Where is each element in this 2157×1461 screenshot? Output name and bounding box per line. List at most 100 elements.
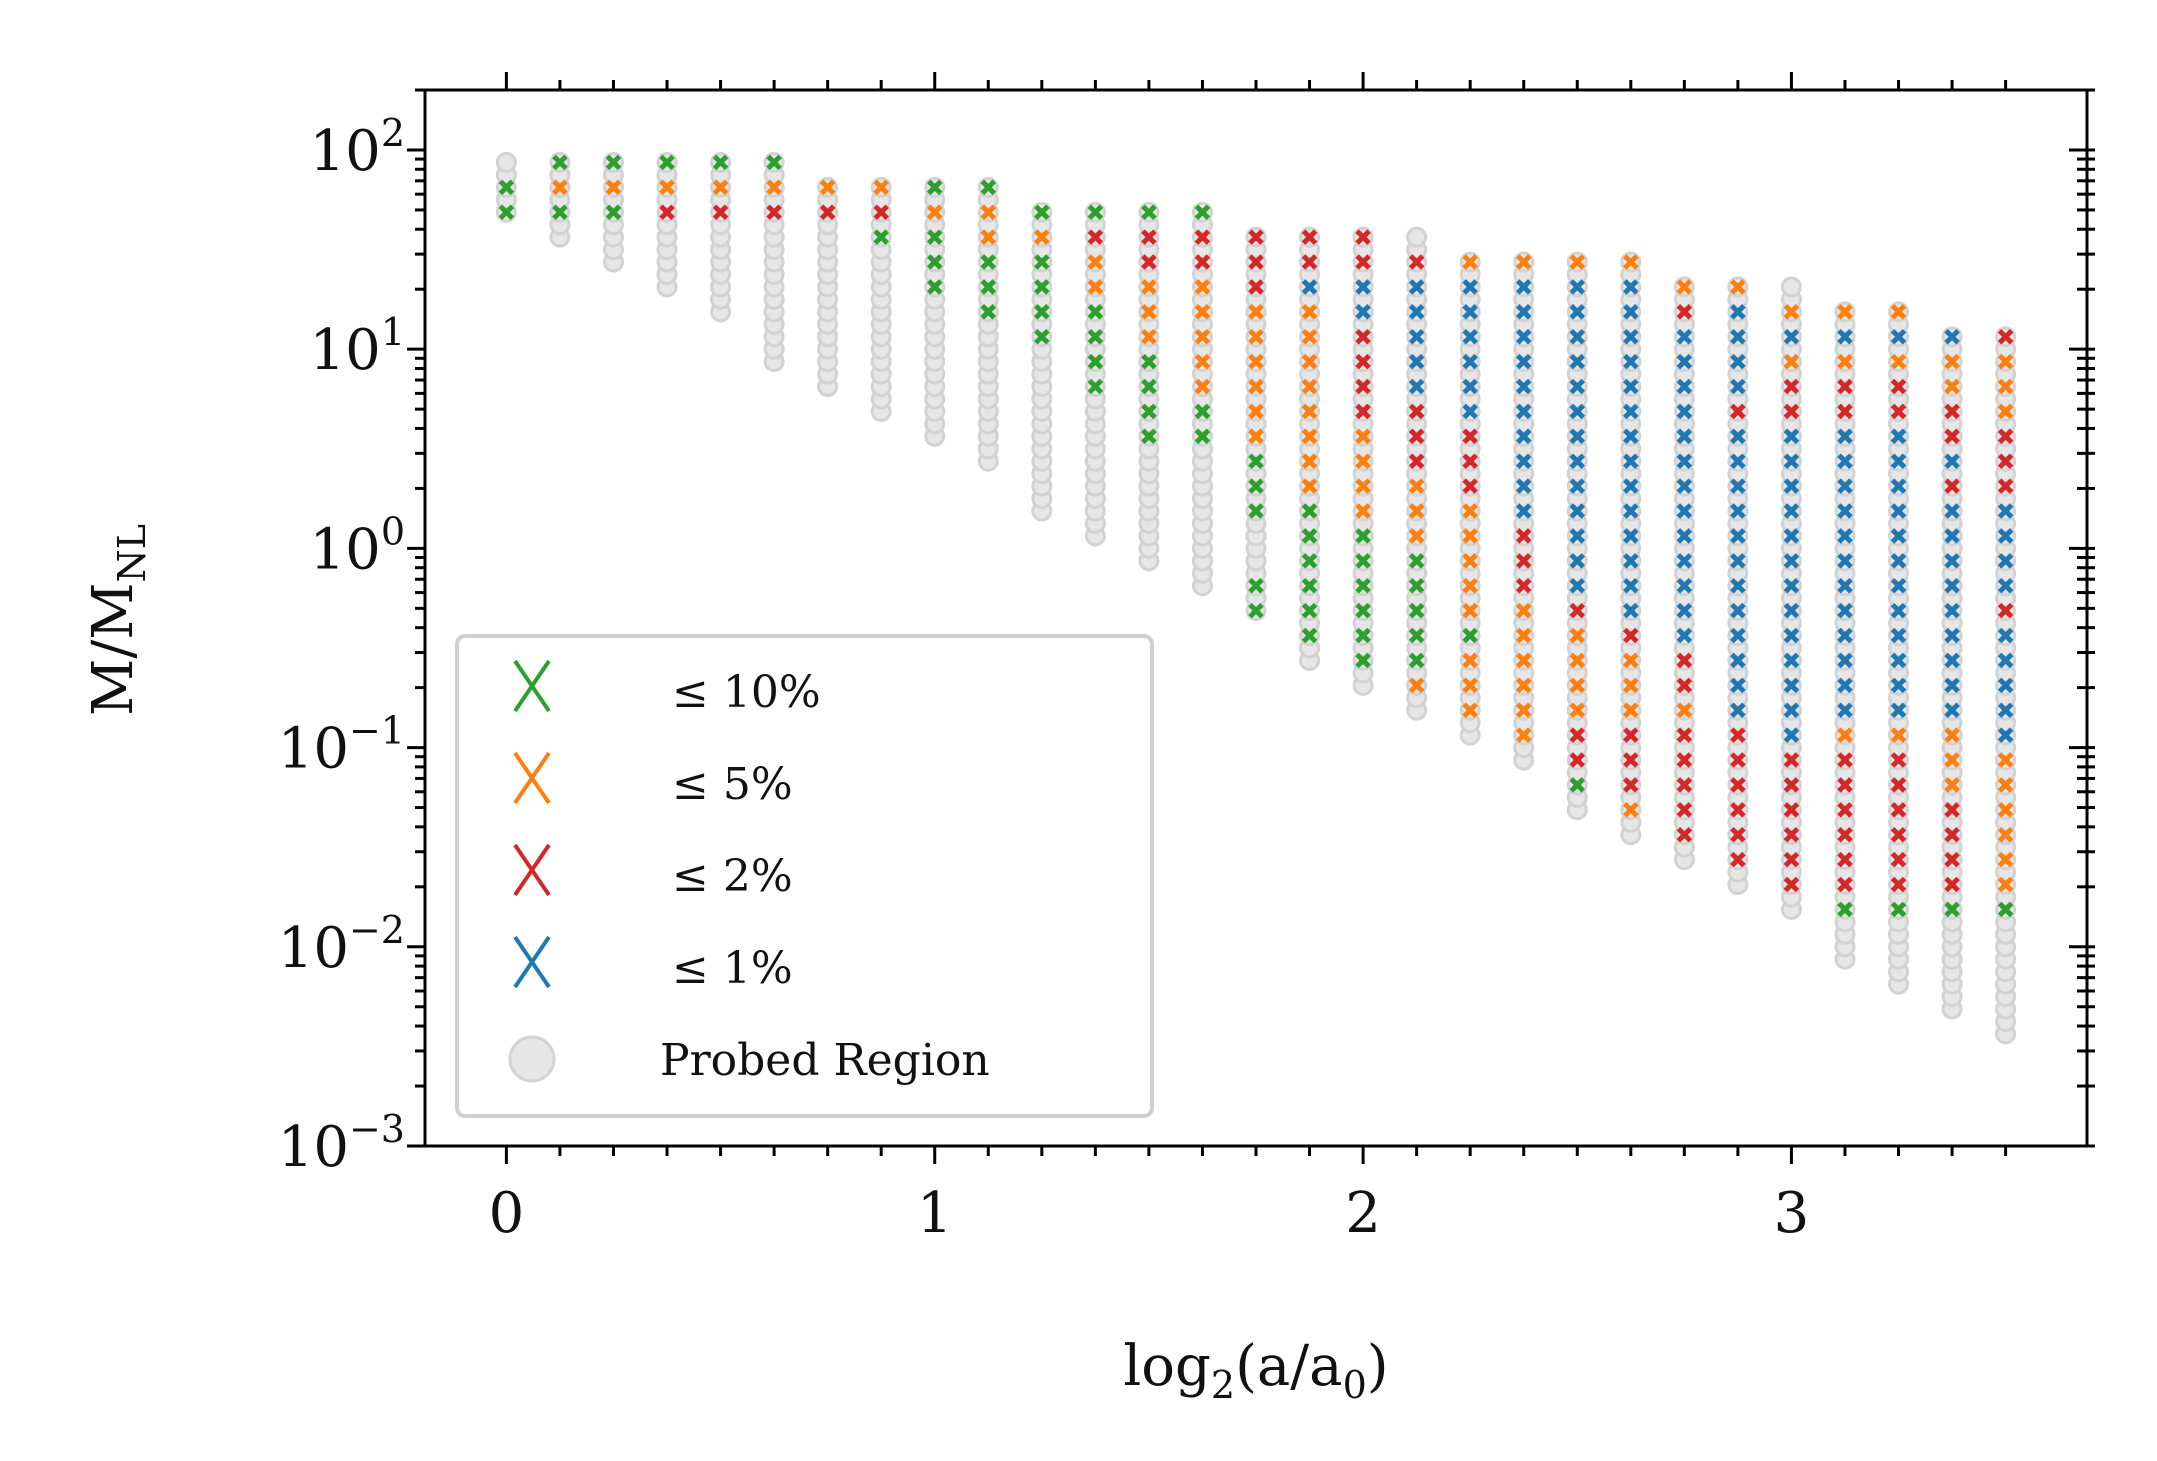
error-point-10pct (1944, 901, 1960, 918)
error-point-1pct (1730, 553, 1746, 569)
error-point-1pct (1837, 328, 1853, 345)
legend-box (455, 634, 1154, 1118)
error-point-5pct (1515, 602, 1532, 619)
error-point-5pct (1301, 353, 1318, 370)
error-point-2pct (1355, 229, 1371, 245)
error-point-10pct (1141, 403, 1157, 420)
error-point-1pct (1783, 577, 1800, 594)
error-point-1pct (1944, 528, 1960, 544)
error-point-1pct (1890, 553, 1907, 569)
error-point-1pct (1515, 353, 1532, 370)
error-point-1pct (1408, 279, 1425, 295)
error-point-10pct (1141, 428, 1157, 445)
error-point-1pct (1944, 577, 1960, 594)
error-point-1pct (1569, 478, 1586, 494)
error-point-1pct (1623, 453, 1639, 469)
error-point-1pct (1408, 304, 1425, 320)
error-point-1pct (1837, 702, 1853, 719)
error-point-2pct (1783, 826, 1800, 843)
error-point-1pct (1515, 503, 1532, 519)
legend-entry-10pct: ≤ 10% (513, 659, 821, 718)
error-point-10pct (498, 179, 515, 196)
error-point-10pct (1301, 528, 1318, 544)
error-point-5pct (819, 179, 836, 196)
error-point-1pct (1890, 453, 1907, 469)
error-point-2pct (1141, 254, 1157, 270)
error-point-5pct (1301, 428, 1318, 445)
y-axis-label: M/MNL (81, 524, 154, 716)
error-point-1pct (1837, 602, 1853, 619)
error-point-5pct (1194, 378, 1211, 395)
error-point-10pct (1087, 204, 1104, 220)
error-point-1pct (1944, 328, 1960, 345)
error-point-2pct (1515, 528, 1532, 544)
error-point-1pct (1623, 553, 1639, 569)
error-point-1pct (1569, 304, 1586, 320)
error-point-1pct (1569, 428, 1586, 445)
error-point-1pct (1997, 652, 2014, 669)
error-point-10pct (1408, 602, 1425, 619)
error-point-1pct (1997, 727, 2014, 743)
error-point-5pct (659, 179, 675, 196)
error-point-2pct (1837, 802, 1853, 818)
error-point-2pct (1890, 777, 1907, 793)
error-point-1pct (1890, 702, 1907, 719)
error-point-10pct (1141, 353, 1157, 370)
error-point-10pct (498, 204, 515, 220)
error-point-2pct (1837, 826, 1853, 843)
error-point-1pct (1462, 403, 1478, 420)
error-point-1pct (1837, 528, 1853, 544)
error-point-5pct (1515, 677, 1532, 694)
error-point-5pct (1944, 353, 1960, 370)
error-point-10pct (1034, 279, 1050, 295)
error-point-1pct (1462, 353, 1478, 370)
error-point-5pct (1408, 528, 1425, 544)
error-point-1pct (1569, 378, 1586, 395)
x-tick-label: 0 (489, 1181, 525, 1246)
error-point-2pct (1462, 478, 1478, 494)
error-point-1pct (1997, 577, 2014, 594)
error-point-2pct (1676, 677, 1693, 694)
error-point-10pct (1890, 901, 1907, 918)
error-point-2pct (1997, 602, 2014, 619)
error-point-2pct (1997, 328, 2014, 345)
error-point-2pct (1730, 802, 1746, 818)
error-point-2pct (1783, 403, 1800, 420)
error-point-1pct (1515, 279, 1532, 295)
error-point-1pct (1837, 503, 1853, 519)
legend-label-5pct: ≤ 5% (672, 759, 793, 810)
error-point-5pct (1462, 652, 1478, 669)
error-point-5pct (1301, 328, 1318, 345)
error-point-1pct (1569, 353, 1586, 370)
error-point-1pct (1515, 378, 1532, 395)
error-point-1pct (1730, 652, 1746, 669)
error-point-10pct (980, 254, 997, 270)
error-point-1pct (1730, 478, 1746, 494)
error-point-10pct (1301, 627, 1318, 644)
error-point-10pct (1141, 378, 1157, 395)
error-point-2pct (1730, 752, 1746, 768)
error-point-5pct (1837, 727, 1853, 743)
x-axis-label: log2(a/a0) (1123, 1334, 1388, 1407)
error-point-1pct (1569, 553, 1586, 569)
error-point-10pct (1034, 204, 1050, 220)
error-point-5pct (1462, 602, 1478, 619)
error-point-10pct (1194, 204, 1211, 220)
error-point-1pct (1623, 378, 1639, 395)
error-point-1pct (1676, 577, 1693, 594)
error-point-10pct (1301, 503, 1318, 519)
error-point-1pct (1676, 403, 1693, 420)
error-point-1pct (1408, 328, 1425, 345)
error-point-1pct (1944, 553, 1960, 569)
error-point-1pct (1837, 627, 1853, 644)
probed-point (495, 151, 517, 173)
error-point-5pct (1837, 304, 1853, 320)
error-point-2pct (1783, 802, 1800, 818)
error-point-5pct (605, 179, 622, 196)
error-point-1pct (1997, 677, 2014, 694)
legend-label-probed-region: Probed Region (660, 1035, 990, 1086)
error-point-2pct (1837, 403, 1853, 420)
error-point-1pct (1515, 453, 1532, 469)
error-point-1pct (1944, 602, 1960, 619)
error-point-1pct (1890, 652, 1907, 669)
